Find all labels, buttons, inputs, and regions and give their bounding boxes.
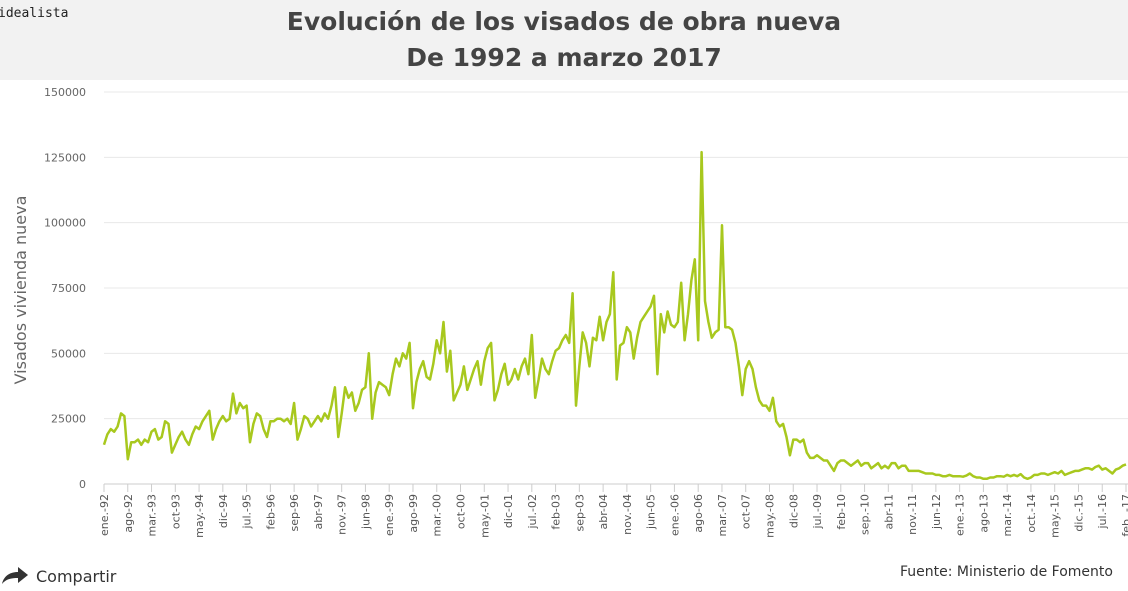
x-tick-label: oct.-14 [1025,494,1038,533]
x-tick-label: ago-13 [977,494,990,533]
x-tick-label: sep-03 [573,494,586,531]
y-tick-label: 125000 [44,151,86,164]
share-button[interactable]: Compartir [0,566,116,586]
y-tick-label: 0 [79,478,86,491]
x-tick-label: jun-05 [645,494,658,530]
y-tick-label: 150000 [44,86,86,99]
x-tick-label: jul.-02 [526,494,539,530]
chart-subtitle: De 1992 a marzo 2017 [406,43,722,72]
y-axis-title: Visados vivienda nueva [11,196,30,385]
x-tick-label: mar.-14 [1001,494,1014,536]
x-tick-label: jul.-16 [1096,494,1109,530]
x-tick-label: abr-04 [597,494,610,530]
x-tick-label: feb-96 [264,494,277,530]
y-tick-label: 25000 [51,413,86,426]
x-tick-label: dic-08 [787,494,800,528]
x-tick-label: mar.-93 [146,494,159,536]
x-tick-label: may.-15 [1049,494,1062,538]
brand-logo: idealista [0,6,69,21]
x-tick-label: feb-10 [835,494,848,530]
x-tick-label: jul.-09 [811,494,824,530]
y-tick-label: 75000 [51,282,86,295]
x-tick-label: dic-01 [502,494,515,528]
x-tick-label: abr-11 [882,494,895,530]
x-tick-label: ago-92 [122,494,135,533]
x-tick-label: sep-96 [288,494,301,531]
x-tick-label: dic.-15 [1072,494,1085,532]
x-tick-label: may.-01 [478,494,491,538]
y-tick-label: 50000 [51,347,86,360]
x-tick-label: sep.-10 [859,494,872,535]
series-line [102,150,1127,481]
chart-title: Evolución de los visados de obra nueva [286,7,842,36]
x-tick-label: ago-06 [692,494,705,533]
x-tick-label: may.-94 [193,494,206,538]
x-tick-label: may.-08 [763,494,776,538]
x-tick-label: ene.-06 [668,494,681,536]
x-tick-label: oct-00 [455,494,468,529]
x-tick-label: nov.-04 [621,494,634,535]
x-tick-label: abr-97 [312,494,325,530]
x-tick-label: nov.-11 [906,494,919,535]
source-note: Fuente: Ministerio de Fomento [900,564,1113,580]
x-tick-label: oct-07 [740,494,753,529]
x-tick-label: oct-93 [169,494,182,529]
x-tick-label: nov.-97 [336,494,349,535]
x-tick-label: jun-12 [930,494,943,530]
share-label: Compartir [36,566,117,586]
chart-header: idealista Evolución de los visados de ob… [0,0,1128,80]
x-tick-label: ene.-13 [954,494,967,536]
x-tick-label: feb-03 [550,494,563,530]
x-tick-label: ene.-92 [98,494,111,536]
x-tick-label: ene.-99 [383,494,396,536]
x-tick-label: jul.-95 [241,494,254,530]
share-arrow-icon [2,567,28,584]
y-tick-label: 100000 [44,217,86,230]
x-tick-label: ago-99 [407,494,420,533]
x-tick-label: dic-94 [217,494,230,528]
x-tick-label: jun-98 [359,494,372,530]
x-tick-label: mar.-07 [716,494,729,536]
x-tick-label: feb. -17 [1120,494,1128,537]
x-tick-label: mar.-00 [431,494,444,536]
